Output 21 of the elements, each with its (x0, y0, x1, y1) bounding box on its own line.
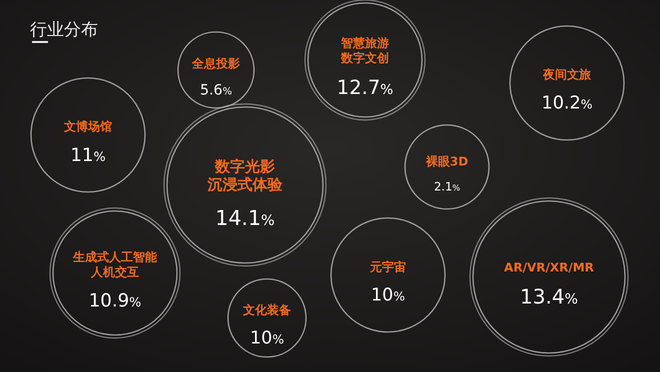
category-label: 全息投影 (191, 56, 240, 70)
data-label: 5.6% (200, 82, 232, 98)
data-label: 11% (70, 144, 106, 166)
category-label: 生成式人工智能人机交互 (72, 250, 158, 279)
data-label: 10% (371, 286, 405, 306)
category-label: 夜间文旅 (542, 68, 592, 82)
category-label: 裸眼3D (424, 154, 468, 169)
data-label: 10.9% (88, 290, 142, 312)
data-label: 10.2% (541, 94, 593, 114)
data-label: 14.1% (215, 206, 275, 230)
category-label: 数字光影沉浸式体验 (206, 158, 284, 194)
data-label: 10% (250, 328, 284, 349)
category-label: 元宇宙 (369, 260, 406, 274)
data-label: 13.4% (520, 284, 578, 309)
data-label: 2.1% (434, 180, 460, 194)
text: 行业分布 (30, 20, 98, 40)
category-label: 智慧旅游数字文创 (340, 36, 389, 66)
category-label: 文博场馆 (63, 119, 112, 134)
data-label: 12.7% (336, 76, 394, 99)
category-label: AR/VR/XR/MR (504, 260, 594, 274)
category-label: 文化装备 (242, 302, 291, 317)
